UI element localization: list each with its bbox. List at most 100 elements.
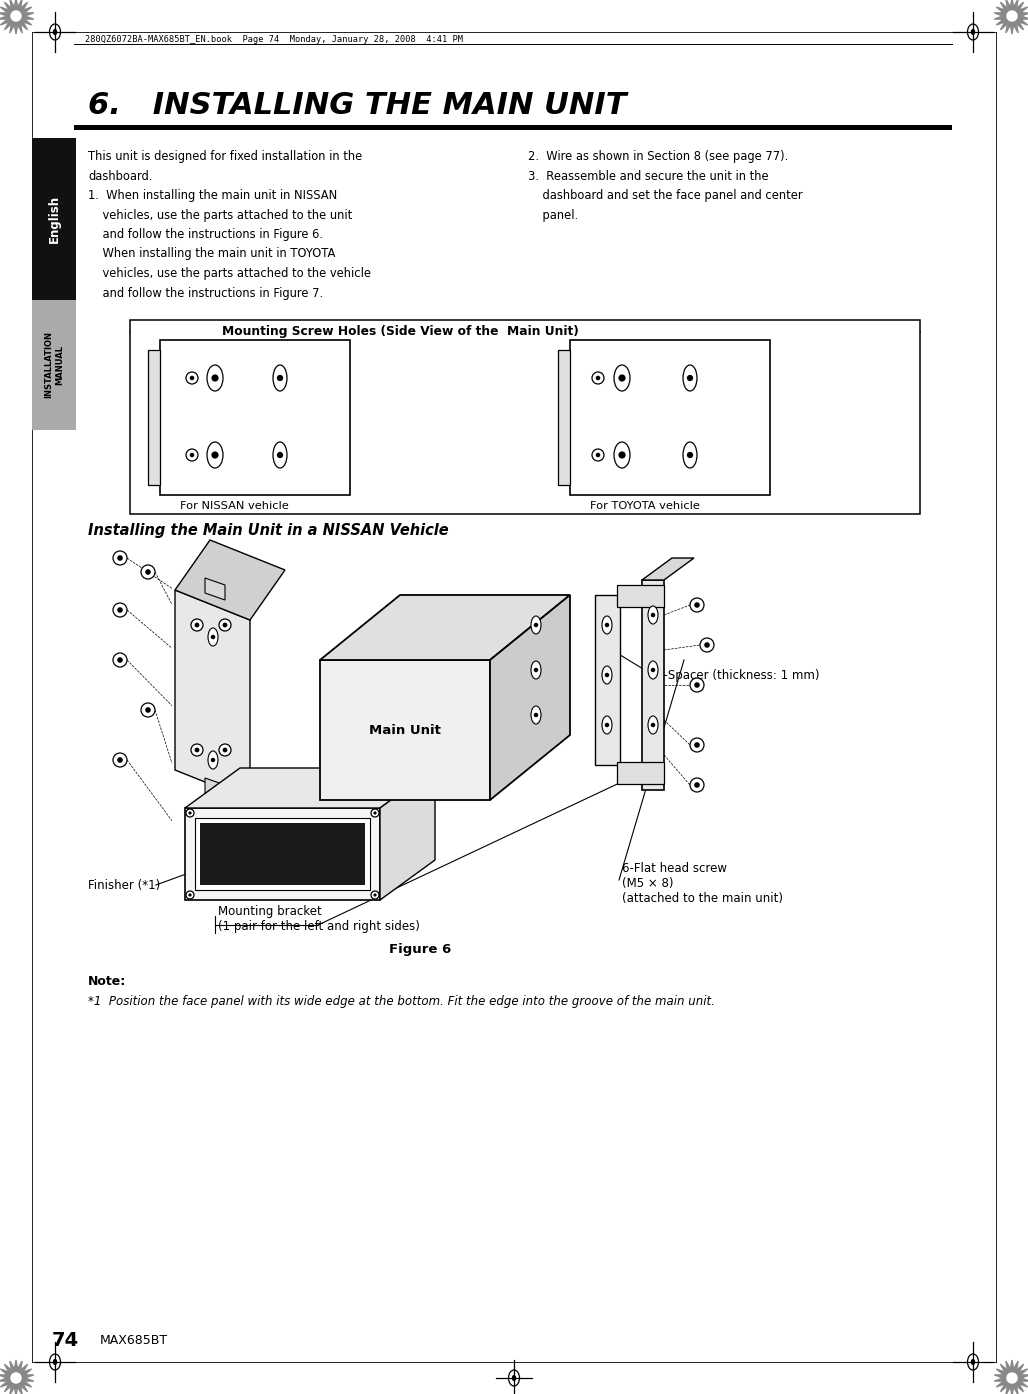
Circle shape: [604, 722, 610, 728]
Ellipse shape: [614, 442, 630, 468]
Ellipse shape: [648, 717, 658, 735]
Text: dashboard and set the face panel and center: dashboard and set the face panel and cen…: [528, 190, 803, 202]
Polygon shape: [185, 768, 435, 809]
Ellipse shape: [683, 442, 697, 468]
Circle shape: [194, 623, 199, 627]
Circle shape: [534, 668, 539, 672]
Text: *1  Position the face panel with its wide edge at the bottom. Fit the edge into : *1 Position the face panel with its wide…: [88, 995, 714, 1008]
Bar: [160, 340, 350, 495]
Polygon shape: [994, 1361, 1028, 1394]
Text: 6.   INSTALLING THE MAIN UNIT: 6. INSTALLING THE MAIN UNIT: [88, 91, 626, 120]
Text: 3.  Reassemble and secure the unit in the: 3. Reassemble and secure the unit in the: [528, 170, 769, 183]
Bar: [642, 580, 664, 790]
Ellipse shape: [208, 751, 218, 769]
Text: 1.  When installing the main unit in NISSAN: 1. When installing the main unit in NISS…: [88, 190, 337, 202]
Ellipse shape: [970, 29, 976, 35]
Circle shape: [191, 619, 203, 631]
Circle shape: [534, 623, 539, 627]
Text: 280QZ6072BA-MAX685BT_EN.book  Page 74  Monday, January 28, 2008  4:41 PM: 280QZ6072BA-MAX685BT_EN.book Page 74 Mon…: [85, 35, 463, 43]
Polygon shape: [175, 539, 285, 620]
Circle shape: [190, 453, 194, 457]
Circle shape: [373, 894, 376, 896]
Ellipse shape: [531, 705, 541, 723]
Circle shape: [188, 811, 191, 814]
Circle shape: [113, 753, 127, 767]
Circle shape: [186, 449, 198, 461]
Text: vehicles, use the parts attached to the vehicle: vehicles, use the parts attached to the …: [88, 268, 371, 280]
Ellipse shape: [602, 616, 612, 634]
Circle shape: [212, 452, 219, 459]
Ellipse shape: [52, 1359, 58, 1365]
Bar: [195, 818, 370, 889]
Text: INSTALLATION
MANUAL: INSTALLATION MANUAL: [44, 332, 64, 399]
Text: MAX685BT: MAX685BT: [100, 1334, 169, 1347]
Ellipse shape: [52, 29, 58, 35]
Text: vehicles, use the parts attached to the unit: vehicles, use the parts attached to the …: [88, 209, 353, 222]
Text: 6-Spacer (thickness: 1 mm): 6-Spacer (thickness: 1 mm): [656, 669, 819, 682]
Circle shape: [619, 375, 626, 382]
Circle shape: [687, 375, 693, 381]
Circle shape: [704, 643, 709, 648]
Polygon shape: [205, 778, 225, 800]
Ellipse shape: [512, 1374, 516, 1381]
Circle shape: [145, 707, 151, 712]
Text: When installing the main unit in TOYOTA: When installing the main unit in TOYOTA: [88, 248, 335, 261]
Bar: [558, 350, 570, 485]
Circle shape: [690, 737, 704, 751]
Circle shape: [604, 623, 610, 627]
Circle shape: [117, 608, 122, 613]
Ellipse shape: [648, 606, 658, 625]
Circle shape: [651, 613, 655, 618]
Text: For NISSAN vehicle: For NISSAN vehicle: [180, 500, 289, 512]
Circle shape: [694, 602, 700, 608]
Bar: [148, 350, 160, 485]
Text: dashboard.: dashboard.: [88, 170, 152, 183]
Circle shape: [1007, 1373, 1017, 1383]
Text: Mounting bracket: Mounting bracket: [218, 905, 322, 919]
Ellipse shape: [207, 442, 223, 468]
Ellipse shape: [614, 365, 630, 390]
Circle shape: [113, 604, 127, 618]
Circle shape: [534, 712, 539, 718]
Circle shape: [223, 623, 227, 627]
Circle shape: [191, 744, 203, 756]
Circle shape: [604, 673, 610, 677]
Text: 74: 74: [52, 1330, 79, 1349]
Circle shape: [371, 809, 379, 817]
Text: 6-Flat head screw: 6-Flat head screw: [622, 861, 727, 875]
Ellipse shape: [208, 629, 218, 645]
Circle shape: [141, 703, 155, 717]
Circle shape: [145, 569, 151, 574]
Bar: [32, 138, 76, 300]
Circle shape: [592, 372, 604, 383]
Circle shape: [1007, 11, 1017, 21]
Ellipse shape: [970, 1359, 976, 1365]
Circle shape: [371, 891, 379, 899]
Bar: [74, 125, 952, 130]
Ellipse shape: [602, 717, 612, 735]
Text: panel.: panel.: [528, 209, 578, 222]
Circle shape: [113, 652, 127, 666]
Circle shape: [117, 555, 122, 560]
Circle shape: [277, 452, 283, 459]
Text: Main Unit: Main Unit: [369, 723, 441, 736]
Polygon shape: [0, 0, 34, 33]
Circle shape: [186, 809, 194, 817]
Bar: [32, 300, 76, 429]
Circle shape: [373, 811, 376, 814]
Circle shape: [595, 376, 600, 381]
Circle shape: [277, 375, 283, 381]
Circle shape: [219, 744, 231, 756]
Ellipse shape: [602, 666, 612, 684]
Circle shape: [188, 894, 191, 896]
Circle shape: [595, 453, 600, 457]
Circle shape: [694, 682, 700, 687]
Circle shape: [211, 634, 215, 640]
Circle shape: [690, 677, 704, 691]
Polygon shape: [320, 595, 570, 659]
Circle shape: [186, 891, 194, 899]
Ellipse shape: [273, 442, 287, 468]
Circle shape: [690, 598, 704, 612]
Circle shape: [211, 758, 215, 763]
Ellipse shape: [531, 616, 541, 634]
